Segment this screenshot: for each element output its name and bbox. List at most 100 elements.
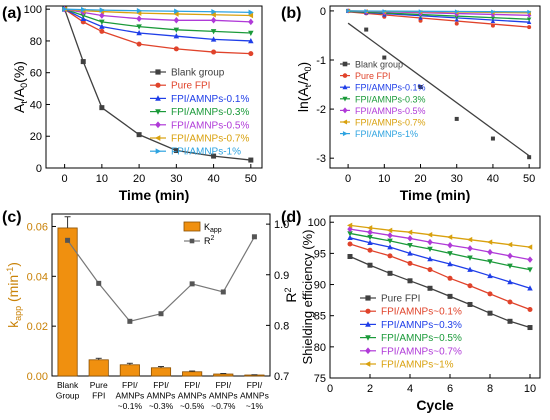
legend-marker	[342, 119, 348, 125]
data-point	[407, 229, 413, 235]
legend-marker	[155, 109, 161, 115]
category-label: AMNPs	[147, 391, 176, 401]
legend-label: FPI/AMNPs-0.3%	[355, 94, 426, 104]
legend-label: FPI/AMNPs~0.1%	[381, 307, 462, 318]
legend-marker	[365, 335, 371, 341]
category-label: ~0.1%	[118, 401, 143, 411]
y-tick-label: 40	[30, 99, 42, 111]
data-point	[507, 252, 513, 260]
data-point	[210, 11, 216, 18]
fit-line	[347, 22, 530, 157]
x-tick-label: 40	[207, 173, 219, 185]
legend-marker	[342, 96, 348, 102]
category-label: Pure	[90, 380, 108, 390]
data-point	[418, 85, 423, 89]
data-point	[382, 55, 387, 60]
series	[62, 6, 254, 16]
data-point	[136, 15, 142, 22]
legend-item: Blank group	[150, 68, 225, 79]
r2-point	[65, 237, 71, 243]
data-point	[487, 272, 493, 279]
data-point	[407, 250, 413, 256]
data-point	[248, 51, 254, 57]
data-point	[346, 8, 351, 14]
legend-item: Pure FPI	[150, 81, 210, 92]
category-label: FPI/	[215, 380, 231, 390]
data-point	[136, 41, 142, 47]
data-point	[80, 59, 86, 65]
legend-marker	[342, 84, 348, 90]
data-point	[210, 36, 217, 42]
data-point	[490, 136, 495, 141]
data-point	[507, 318, 513, 324]
legend-marker	[365, 308, 371, 314]
legend-label: Pure FPI	[381, 294, 420, 305]
data-point	[367, 262, 373, 268]
data-point	[447, 260, 453, 267]
category-label: ~0.7%	[211, 401, 236, 411]
legend-label: Blank group	[171, 68, 225, 79]
data-point	[487, 239, 493, 245]
data-point	[248, 18, 254, 26]
r2-line	[67, 236, 255, 322]
plot-frame	[51, 213, 271, 377]
legend-item: FPI/AMNPs~0.3%	[360, 320, 462, 331]
bar	[88, 359, 109, 377]
legend-label: FPI/AMNPs-1%	[171, 147, 241, 158]
legend-marker	[342, 73, 348, 78]
data-point	[173, 46, 179, 52]
legend-item: FPI/AMNPs~1%	[360, 360, 454, 371]
x-tick-label: 50	[523, 173, 535, 185]
data-point	[454, 116, 459, 121]
data-point	[387, 270, 393, 276]
data-point	[527, 25, 532, 30]
panel-c: (c) 0.00 0.02 0.04 0.06 0.7 0.8 0.9 1.0 kapp (min…	[2, 209, 299, 411]
data-point	[507, 279, 513, 285]
y2-tick-label: 0.9	[274, 270, 289, 282]
legend-label: FPI/AMNPs-0.5%	[171, 120, 249, 131]
panel-label: (d)	[281, 209, 301, 226]
data-point	[347, 241, 353, 247]
panel-a: (a) 0 10 20 30 40 50 Time (min) 0 20 40 60 80 100 At/A…	[2, 4, 263, 203]
y-tick-label: 75	[314, 373, 326, 385]
legend-label: FPI/AMNPs-0.7%	[355, 118, 426, 128]
data-point	[527, 244, 533, 250]
data-point	[173, 33, 180, 39]
x-tick-label: 2	[367, 383, 373, 395]
data-point	[387, 232, 393, 239]
legend-label: FPI/AMNPs-0.1%	[171, 94, 249, 105]
category-label: AMNPs	[115, 391, 144, 401]
data-point	[347, 234, 353, 241]
legend-marker	[154, 135, 161, 141]
legend-marker	[155, 69, 161, 75]
data-point	[418, 9, 423, 14]
category-label: ~1%	[246, 401, 264, 411]
y-tick-label: 0.04	[27, 271, 48, 283]
data-point	[527, 306, 533, 312]
data-point	[367, 228, 373, 236]
bar	[150, 367, 172, 377]
series-line	[349, 228, 531, 261]
legend-label: Pure FPI	[171, 81, 210, 92]
data-point	[491, 9, 496, 14]
data-point	[527, 155, 532, 160]
fit-line	[348, 11, 530, 28]
y-tick-label: 60	[30, 68, 42, 80]
data-point	[387, 238, 393, 244]
fit-line	[348, 10, 530, 13]
data-point	[99, 105, 105, 111]
data-point	[407, 235, 413, 242]
y-tick-label: 0.02	[27, 321, 48, 333]
data-point	[407, 260, 413, 266]
legend-marker	[342, 107, 348, 114]
data-point	[407, 278, 413, 284]
data-point	[99, 28, 105, 34]
y-tick-label: 0	[320, 6, 326, 18]
data-point	[427, 267, 433, 273]
y-tick-label: 100	[308, 217, 326, 229]
data-point	[173, 17, 180, 24]
data-point	[367, 234, 373, 241]
y-axis-title: kapp (min-1)	[5, 262, 23, 328]
